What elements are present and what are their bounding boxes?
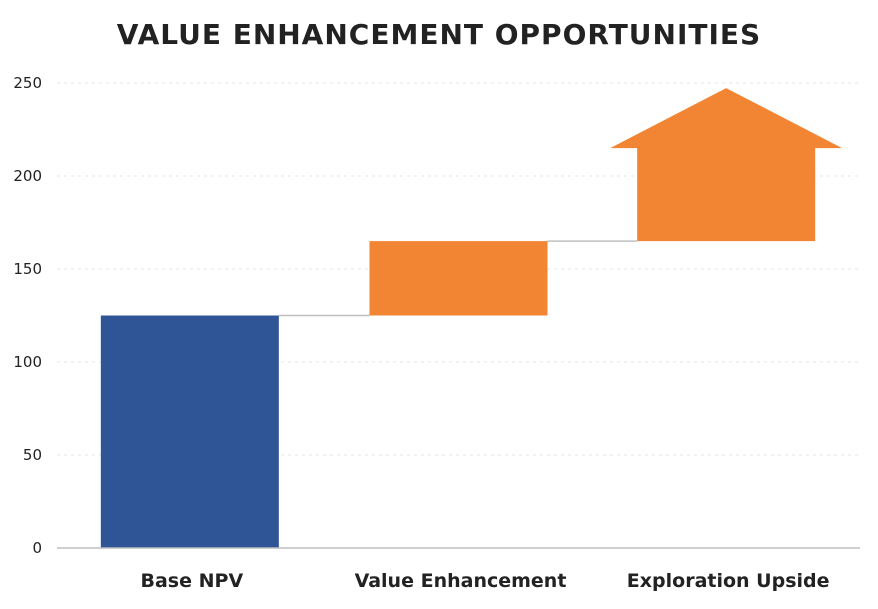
chart-title: VALUE ENHANCEMENT OPPORTUNITIES bbox=[116, 18, 762, 51]
x-category-label: Exploration Upside bbox=[627, 570, 830, 592]
x-category-label: Base NPV bbox=[141, 570, 244, 592]
x-category-label: Value Enhancement bbox=[355, 570, 567, 592]
bar-value-enhancement bbox=[369, 241, 548, 316]
connector-lines bbox=[278, 240, 638, 317]
bar-base-npv bbox=[100, 315, 279, 548]
y-axis-ticks: 0 50 100 150 200 250 bbox=[13, 74, 42, 557]
bar-exploration-upside-arrow bbox=[610, 88, 843, 242]
y-tick-label: 200 bbox=[13, 167, 42, 185]
y-tick-label: 100 bbox=[13, 353, 42, 371]
y-tick-label: 50 bbox=[23, 446, 42, 464]
bars bbox=[100, 88, 843, 548]
y-tick-label: 150 bbox=[13, 260, 42, 278]
y-tick-label: 0 bbox=[32, 539, 42, 557]
x-axis-categories: Base NPV Value Enhancement Exploration Ups… bbox=[141, 570, 830, 592]
y-tick-label: 250 bbox=[13, 74, 42, 92]
